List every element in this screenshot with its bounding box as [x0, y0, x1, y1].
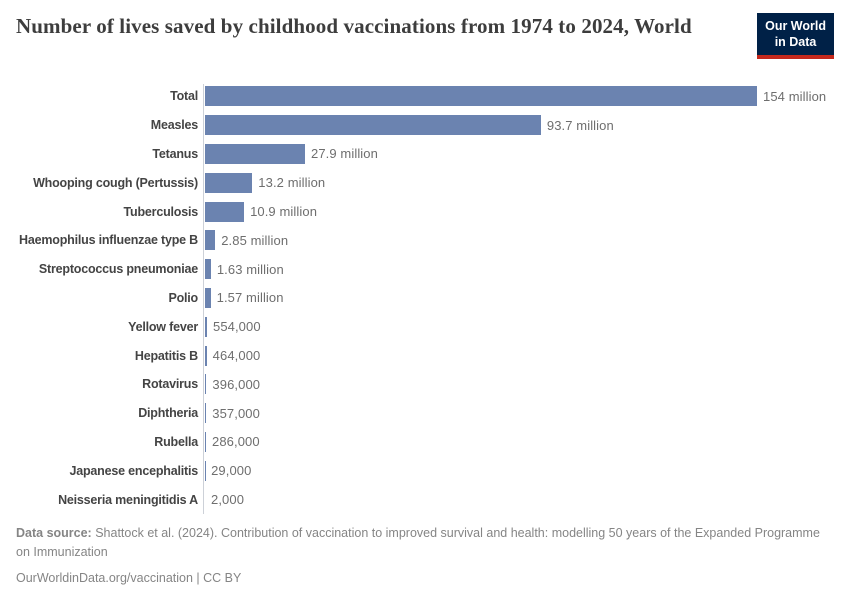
value-label: 464,000 — [212, 348, 261, 364]
value-label: 154 million — [763, 88, 827, 104]
owid-logo-line1: Our World — [765, 19, 826, 33]
category-label: Neisseria meningitidis A — [58, 492, 198, 507]
bar-row: Yellow fever 554,000 — [16, 312, 834, 341]
bar-zone: 29,000 — [204, 460, 834, 481]
value-label: 1.57 million — [216, 290, 284, 306]
value-label: 554,000 — [212, 319, 261, 335]
bar[interactable] — [205, 345, 207, 366]
bar-row: Japanese encephalitis 29,000 — [16, 456, 834, 485]
footer-separator: | — [192, 570, 204, 585]
value-label: 286,000 — [212, 434, 260, 450]
data-source-citation: Shattock et al. (2024). Contribution of … — [16, 526, 820, 559]
category-label: Measles — [150, 118, 198, 133]
footer-license-link[interactable]: CC BY — [203, 570, 242, 585]
bar-row: Rubella 286,000 — [16, 428, 834, 457]
value-label: 29,000 — [211, 463, 252, 479]
bar-zone: 154 million — [204, 86, 834, 107]
bar-zone: 1.63 million — [204, 259, 834, 280]
bar-zone: 27.9 million — [204, 143, 834, 164]
value-label: 396,000 — [212, 376, 261, 392]
owid-logo-line2: in Data — [774, 35, 817, 50]
value-label: 10.9 million — [250, 204, 318, 220]
value-label: 13.2 million — [258, 175, 326, 191]
bar-row: Neisseria meningitidis A 2,000 — [16, 485, 834, 514]
bar-zone: 464,000 — [204, 345, 834, 366]
category-label: Tuberculosis — [123, 204, 199, 219]
bar-zone: 93.7 million — [204, 115, 834, 136]
bar-zone: 357,000 — [204, 403, 834, 424]
category-label: Streptococcus pneumoniae — [38, 262, 198, 277]
bar-row: Tetanus 27.9 million — [16, 140, 834, 169]
bar-zone: 2.85 million — [204, 230, 834, 251]
value-label: 2.85 million — [221, 232, 289, 248]
category-label: Haemophilus influenzae type B — [19, 233, 198, 248]
data-source-line: Data source: Shattock et al. (2024). Con… — [16, 524, 834, 562]
bar-chart: Total 154 million Measles 93.7 million Tetan… — [16, 82, 834, 514]
bar-zone: 13.2 million — [204, 172, 834, 193]
category-label: Tetanus — [152, 146, 198, 161]
header: Number of lives saved by childhood vacci… — [16, 13, 842, 59]
footer: Data source: Shattock et al. (2024). Con… — [16, 524, 834, 587]
bar[interactable] — [205, 316, 207, 337]
bar-row: Haemophilus influenzae type B 2.85 millio… — [16, 226, 834, 255]
bar[interactable] — [205, 86, 757, 107]
bar-row: Hepatitis B 464,000 — [16, 341, 834, 370]
data-source-label: Data source: — [16, 526, 92, 540]
category-label: Yellow fever — [128, 319, 198, 334]
category-label: Diphtheria — [138, 406, 198, 421]
category-label: Polio — [168, 290, 198, 305]
category-label: Whooping cough (Pertussis) — [33, 175, 198, 190]
bar[interactable] — [205, 115, 541, 136]
bar-zone: 2,000 — [204, 490, 834, 510]
value-label: 27.9 million — [311, 146, 378, 162]
bar-row: Polio 1.57 million — [16, 284, 834, 313]
footer-links-line: OurWorldinData.org/vaccination | CC BY — [16, 569, 834, 588]
value-label: 1.63 million — [216, 261, 284, 277]
bar[interactable] — [205, 230, 216, 251]
bar[interactable] — [205, 287, 211, 308]
bar-row: Diphtheria 357,000 — [16, 399, 834, 428]
bar-zone: 286,000 — [204, 431, 834, 452]
value-label: 93.7 million — [546, 117, 614, 133]
bar-rows: Total 154 million Measles 93.7 million Tetan… — [16, 82, 834, 514]
y-axis-line — [203, 84, 204, 514]
footer-url-link[interactable]: OurWorldinData.org/vaccination — [16, 570, 193, 585]
bar[interactable] — [205, 201, 245, 222]
category-label: Total — [170, 89, 198, 104]
bar-row: Tuberculosis 10.9 million — [16, 197, 834, 226]
value-label: 357,000 — [212, 405, 260, 421]
bar-zone: 1.57 million — [204, 287, 834, 308]
bar[interactable] — [205, 172, 253, 193]
bar-row: Total 154 million — [16, 82, 834, 111]
bar-row: Rotavirus 396,000 — [16, 370, 834, 399]
bar-zone: 396,000 — [204, 374, 834, 395]
bar[interactable] — [205, 374, 207, 395]
owid-logo[interactable]: Our World in Data — [757, 13, 834, 59]
value-label: 2,000 — [211, 492, 245, 508]
bar[interactable] — [205, 143, 305, 164]
bar-zone: 554,000 — [204, 316, 834, 337]
bar-row: Whooping cough (Pertussis) 13.2 million — [16, 168, 834, 197]
bar-zone: 10.9 million — [204, 201, 834, 222]
chart-title: Number of lives saved by childhood vacci… — [16, 14, 692, 38]
category-label: Hepatitis B — [134, 348, 198, 363]
category-label: Japanese encephalitis — [69, 463, 198, 478]
bar[interactable] — [205, 259, 211, 280]
category-label: Rubella — [154, 434, 198, 449]
bar-row: Measles 93.7 million — [16, 111, 834, 140]
bar[interactable] — [205, 403, 207, 424]
category-label: Rotavirus — [142, 377, 198, 392]
bar-row: Streptococcus pneumoniae 1.63 million — [16, 255, 834, 284]
bar[interactable] — [205, 431, 207, 452]
